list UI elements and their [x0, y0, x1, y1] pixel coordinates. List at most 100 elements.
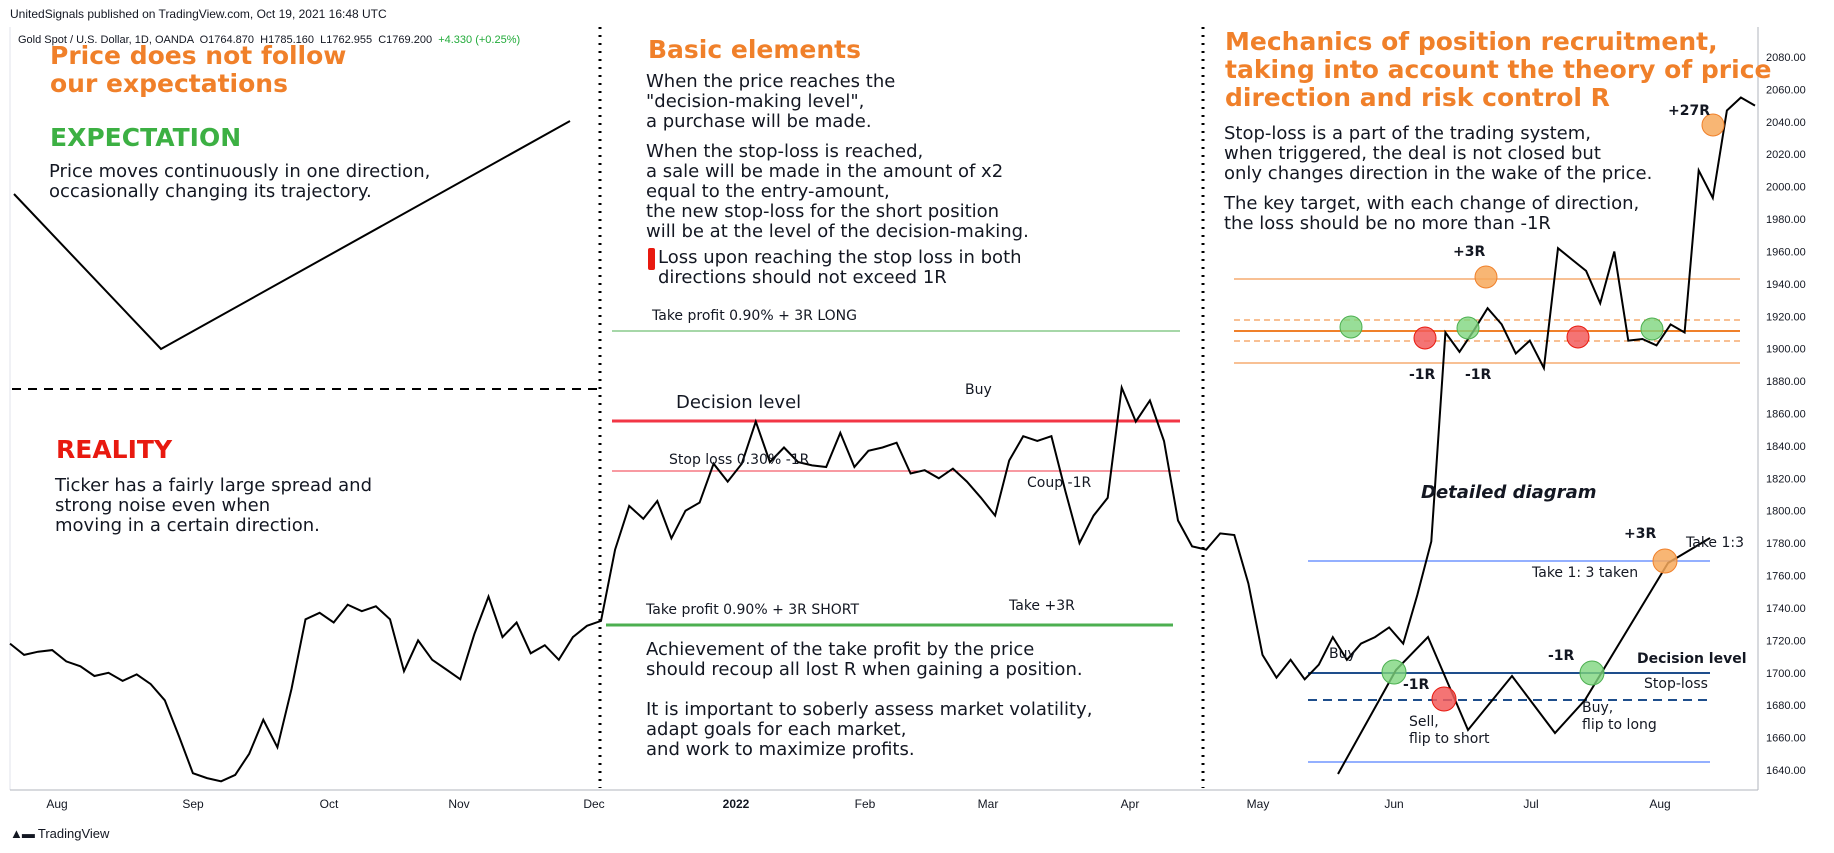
time-tick-label: Mar — [978, 797, 999, 811]
price-tick-label: 1900.00 — [1766, 344, 1806, 356]
plus3r-top-label: +3R — [1453, 244, 1486, 260]
price-tick-label: 1800.00 — [1766, 506, 1806, 518]
ohlc-high: H1785.160 — [260, 34, 314, 46]
panel3-title: Mechanics of position recruitment, takin… — [1225, 27, 1772, 112]
price-tick-label: 1780.00 — [1766, 538, 1806, 550]
ohlc-readout: Gold Spot / U.S. Dollar, 1D, OANDA O1764… — [18, 34, 520, 46]
diagram-take-circle — [1652, 548, 1678, 574]
price-axis-labels: 1640.00 1660.00 1680.00 1700.00 1720.00 1740.… — [1766, 52, 1806, 777]
brand-label: TradingView — [37, 826, 110, 841]
tp-long-label: Take profit 0.90% + 3R LONG — [652, 308, 857, 324]
panel2-warning-text: Loss upon reaching the stop loss in both… — [658, 247, 1022, 288]
price-tick-label: 2000.00 — [1766, 182, 1806, 194]
stop-loss-label: Stop loss 0.30% -1R — [669, 452, 810, 468]
buy-label: Buy — [965, 382, 992, 398]
tradingview-brand[interactable]: ▲▬ TradingView — [10, 826, 109, 841]
tp-short-label: Take profit 0.90% + 3R SHORT — [646, 602, 860, 618]
price-tick-label: 1920.00 — [1766, 311, 1806, 323]
price-tick-label: 1960.00 — [1766, 246, 1806, 258]
reality-text: Ticker has a fairly large spread and str… — [55, 475, 373, 536]
diagram-flip-long-circle — [1579, 660, 1605, 686]
panel3-text2: The key target, with each change of dire… — [1224, 193, 1640, 234]
diagram-stop-loss-label: Stop-loss — [1644, 676, 1708, 692]
diagram-plus3r-label: +3R — [1624, 526, 1657, 542]
diagram-buy-flip-label: Buy, flip to long — [1582, 700, 1657, 733]
price-tick-label: 1840.00 — [1766, 441, 1806, 453]
diagram-minus1r-c: -1R — [1403, 677, 1430, 693]
price-tick-label: 1940.00 — [1766, 279, 1806, 291]
take-circle-orange-1 — [1474, 265, 1498, 289]
detailed-diagram-label: Detailed diagram — [1421, 482, 1597, 503]
publish-info: UnitedSignals published on TradingView.c… — [10, 7, 387, 21]
expectation-line — [13, 120, 571, 351]
panel2-text1: When the price reaches the "decision-mak… — [646, 71, 896, 132]
price-tick-label: 2060.00 — [1766, 84, 1806, 96]
time-tick-label: Jul — [1523, 797, 1538, 811]
price-tick-label: 2040.00 — [1766, 117, 1806, 129]
take13-label: Take 1:3 — [1686, 535, 1745, 551]
time-tick-label: Aug — [46, 797, 67, 811]
diagram-path — [1337, 537, 1711, 775]
panel1-title-line1: Price does not follow — [50, 41, 347, 70]
time-tick-label: Nov — [448, 797, 469, 811]
tradingview-logo-icon: ▲▬ — [10, 826, 35, 841]
exclamation-icon — [648, 248, 655, 270]
price-tick-label: 1700.00 — [1766, 668, 1806, 680]
price-tick-label: 2080.00 — [1766, 52, 1806, 64]
panel3-text1: Stop-loss is a part of the trading syste… — [1224, 123, 1653, 184]
price-tick-label: 1640.00 — [1766, 765, 1806, 777]
price-tick-label: 1680.00 — [1766, 700, 1806, 712]
ohlc-change: +4.330 (+0.25%) — [438, 34, 521, 46]
price-tick-label: 2020.00 — [1766, 149, 1806, 161]
plus27r-label: +27R — [1668, 103, 1710, 119]
entry-circle-green-2 — [1456, 316, 1480, 340]
coup-label: Coup -1R — [1027, 475, 1092, 491]
ohlc-open: O1764.870 — [199, 34, 255, 46]
price-tick-label: 1740.00 — [1766, 603, 1806, 615]
panel2-text5: It is important to soberly assess market… — [646, 699, 1093, 760]
diagram-buy-circle — [1381, 659, 1407, 685]
minus1r-label-b: -1R — [1465, 367, 1492, 383]
expectation-heading: EXPECTATION — [50, 123, 242, 152]
ohlc-low: L1762.955 — [320, 34, 373, 46]
diagram-minus1r-d: -1R — [1548, 648, 1575, 664]
diagram-sell-label: Sell, flip to short — [1409, 714, 1490, 747]
diagram-buy-label: Buy — [1329, 646, 1356, 662]
price-tick-label: 1880.00 — [1766, 376, 1806, 388]
time-tick-label: May — [1247, 797, 1270, 811]
entry-circle-green-3 — [1640, 317, 1664, 341]
time-tick-label: Dec — [583, 797, 604, 811]
price-tick-label: 1660.00 — [1766, 733, 1806, 745]
price-tick-label: 1820.00 — [1766, 473, 1806, 485]
panel2-text2: When the stop-loss is reached, a sale wi… — [646, 141, 1029, 242]
panel2-title: Basic elements — [648, 35, 862, 64]
time-tick-label: Sep — [182, 797, 204, 811]
diagram-sell-circle — [1431, 686, 1457, 712]
reality-heading: REALITY — [56, 435, 173, 464]
panel2-text4: Achievement of the take profit by the pr… — [646, 639, 1083, 680]
price-tick-label: 1980.00 — [1766, 214, 1806, 226]
take13-taken-label: Take 1: 3 taken — [1532, 565, 1639, 581]
stop-circle-red-1 — [1413, 326, 1437, 350]
entry-circle-green-1 — [1339, 315, 1363, 339]
take-3r-label: Take +3R — [1009, 598, 1075, 614]
price-tick-label: 1860.00 — [1766, 409, 1806, 421]
panel1-title: Price does not follow our expectations — [50, 42, 346, 98]
price-series-line — [9, 96, 1756, 783]
take-circle-orange-2 — [1701, 113, 1725, 137]
time-tick-label: Jun — [1384, 797, 1403, 811]
time-axis-labels: Aug Sep Oct Nov Dec 2022 Feb Mar Apr May Jun Jul Aug — [46, 797, 1670, 811]
time-tick-label: Aug — [1649, 797, 1670, 811]
time-tick-label: Oct — [320, 797, 339, 811]
expectation-text: Price moves continuously in one directio… — [49, 161, 431, 202]
time-tick-label: 2022 — [723, 797, 750, 811]
panel1-title-line2: our expectations — [50, 69, 288, 98]
price-tick-label: 1760.00 — [1766, 571, 1806, 583]
time-tick-label: Feb — [855, 797, 876, 811]
ohlc-close: C1769.200 — [378, 34, 433, 46]
stop-circle-red-2 — [1566, 325, 1590, 349]
decision-level-label: Decision level — [676, 392, 802, 413]
minus1r-label-a: -1R — [1409, 367, 1436, 383]
symbol-name: Gold Spot / U.S. Dollar, 1D, OANDA — [18, 34, 194, 46]
